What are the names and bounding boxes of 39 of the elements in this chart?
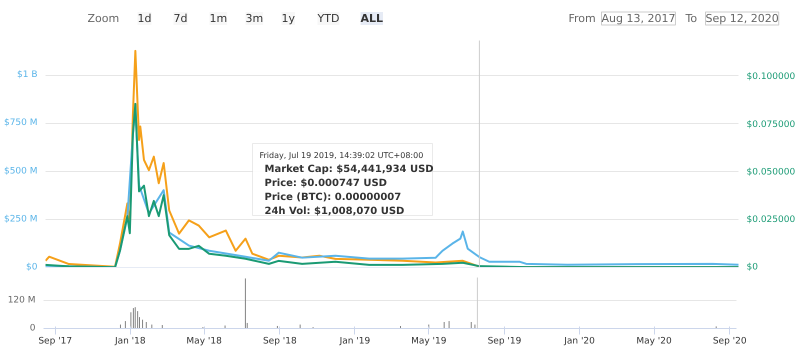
- text: 7d: [174, 12, 188, 25]
- text: Aug 13, 2017: [602, 12, 676, 25]
- y2-tick-label: $0.100000: [746, 72, 796, 82]
- text: ALL: [360, 12, 384, 25]
- x-tick-label: Jan '18: [114, 336, 146, 346]
- x-tick-label: May '18: [186, 336, 222, 346]
- y2-tick-label: $0.075000: [746, 120, 796, 130]
- y-tick-label: $250 M: [4, 214, 38, 224]
- y2-tick-label: $0.050000: [746, 167, 796, 178]
- x-tick-label: May '19: [411, 336, 447, 346]
- annotation: Market Cap: $54,441,934 USD: [264, 164, 434, 175]
- y-tick-label: $500 M: [4, 166, 38, 176]
- text: 3m: [246, 12, 264, 25]
- x-tick-label: Jan '19: [338, 336, 371, 346]
- text: From: [568, 12, 596, 25]
- annotation: 24h Vol: $1,008,070 USD: [264, 206, 404, 217]
- x-tick-label: May '20: [636, 336, 672, 346]
- y-tick-label: $750 M: [4, 118, 38, 128]
- x-tick-label: Sep '18: [262, 336, 297, 346]
- annotation: Price: $0.000747 USD: [264, 178, 387, 189]
- x-tick-label: Sep '17: [38, 336, 72, 346]
- y2-tick-label: $0.025000: [746, 214, 796, 225]
- text: 1y: [282, 12, 296, 25]
- text: To: [684, 12, 698, 25]
- x-tick-label: Sep '19: [488, 336, 522, 346]
- y-tick-label: 120 M: [8, 296, 36, 306]
- text: Zoom: [88, 12, 120, 25]
- y2-tick-label: $0: [746, 262, 758, 272]
- y-tick-label: 0: [30, 324, 36, 334]
- text: YTD: [316, 12, 340, 25]
- y-tick-label: $0: [26, 262, 38, 272]
- annotation: Price (BTC): 0.00000007: [264, 192, 402, 203]
- x-tick-label: Sep '20: [712, 336, 747, 346]
- text: Sep 12, 2020: [706, 12, 779, 25]
- x-tick-label: Jan '20: [563, 336, 596, 346]
- text: 1m: [210, 12, 228, 25]
- text: 1d: [138, 12, 152, 25]
- y-tick-label: $1 B: [17, 70, 38, 80]
- annotation: Friday, Jul 19 2019, 14:39:02 UTC+08:00: [260, 151, 424, 160]
